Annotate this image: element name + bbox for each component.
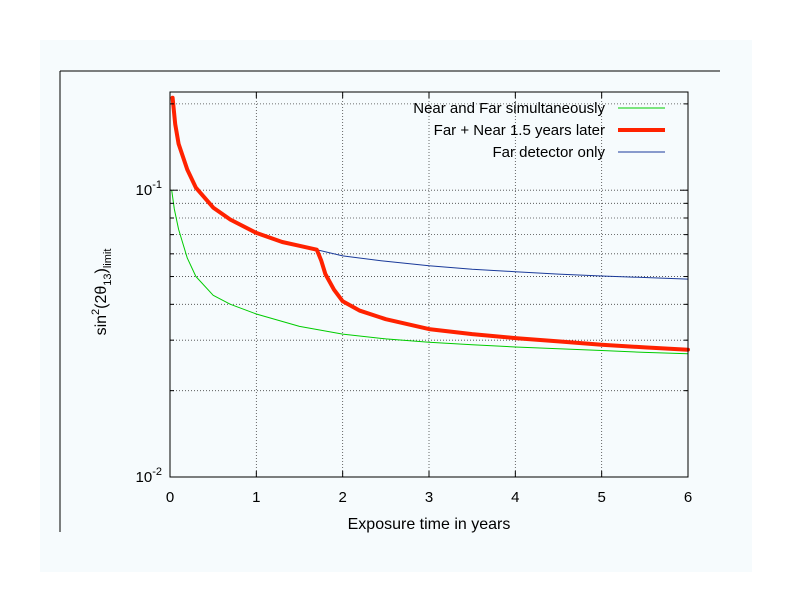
series-line-2 — [170, 95, 690, 352]
x-tick-label: 2 — [338, 489, 346, 506]
series-line-1 — [171, 189, 689, 355]
grid — [170, 92, 688, 477]
x-tick-label: 5 — [597, 489, 605, 506]
y-label-sup: 2 — [90, 309, 102, 315]
x-tick-label: 4 — [511, 489, 519, 506]
legend: Near and Far simultaneously Far + Near 1.… — [413, 100, 665, 161]
x-tick-label: 1 — [252, 489, 260, 506]
y-label-prefix: sin — [93, 315, 110, 335]
y-tick-base: 10 — [136, 469, 153, 486]
y-label-sub1: 13 — [102, 273, 114, 285]
x-tick-label: 6 — [684, 489, 692, 506]
series-group — [170, 95, 690, 355]
y-axis-label: sin2(2θ13)limit — [90, 249, 114, 336]
y-tick-exponent: -1 — [152, 179, 162, 191]
x-ticks: 0 1 2 3 4 5 6 — [166, 92, 692, 506]
y-tick-label: 10-1 — [136, 179, 162, 199]
y-label-close: ) — [93, 268, 110, 273]
x-tick-label: 0 — [166, 489, 174, 506]
y-tick-base: 10 — [136, 182, 153, 199]
y-tick-exponent: -2 — [152, 466, 162, 478]
legend-label: Near and Far simultaneously — [413, 100, 605, 117]
y-label-sub2: limit — [102, 249, 114, 269]
legend-label: Far detector only — [492, 144, 605, 161]
x-axis-label: Exposure time in years — [348, 516, 511, 533]
x-tick-label: 3 — [425, 489, 433, 506]
y-tick-label: 10-2 — [136, 466, 162, 486]
series-line-3 — [172, 97, 689, 280]
legend-label: Far + Near 1.5 years later — [434, 122, 605, 139]
y-label-mid: (2θ — [93, 286, 110, 309]
y-ticks: 10-110-2 — [136, 103, 688, 486]
